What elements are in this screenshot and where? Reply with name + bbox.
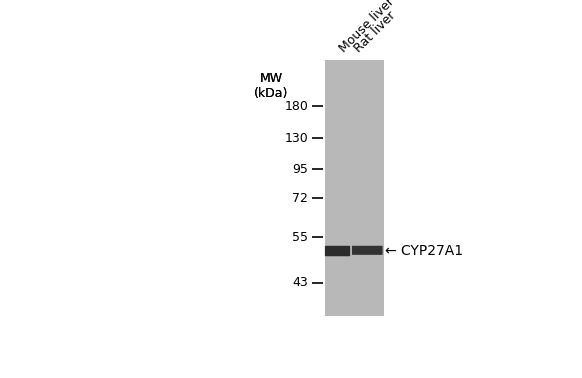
Text: 72: 72 <box>292 192 308 204</box>
FancyBboxPatch shape <box>352 246 382 255</box>
Text: ← CYP27A1: ← CYP27A1 <box>385 243 463 257</box>
Bar <box>325 60 384 316</box>
Text: MW
(kDa): MW (kDa) <box>254 71 289 99</box>
Text: 95: 95 <box>292 163 308 175</box>
Text: Mouse liver: Mouse liver <box>336 0 396 56</box>
Text: 130: 130 <box>285 132 308 145</box>
Text: 55: 55 <box>292 231 308 244</box>
Text: 43: 43 <box>292 276 308 289</box>
FancyBboxPatch shape <box>325 246 350 256</box>
Text: Rat liver: Rat liver <box>352 9 399 56</box>
Text: 180: 180 <box>285 100 308 113</box>
Text: MW
(kDa): MW (kDa) <box>254 71 289 99</box>
